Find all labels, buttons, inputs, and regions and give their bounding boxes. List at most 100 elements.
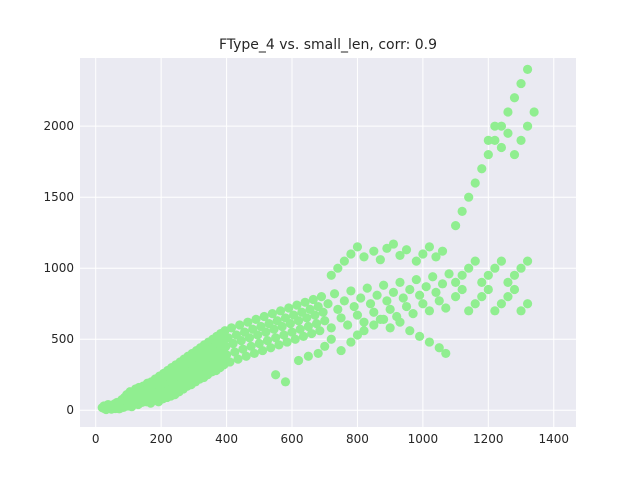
x-tick-label: 1400 [538,432,569,446]
data-point [310,310,320,320]
data-point [415,331,425,341]
data-point [411,274,421,285]
data-point [418,249,428,259]
data-point [359,317,369,327]
data-point [375,255,385,265]
data-point [509,270,520,280]
data-point [503,277,513,288]
data-point [424,337,435,347]
data-point [464,192,474,202]
x-tick-label: 0 [92,432,100,446]
data-point [496,121,507,131]
data-point [346,286,356,296]
data-point [441,348,451,359]
y-tick-label: 500 [51,332,74,346]
data-point [457,284,467,295]
data-point [318,307,328,317]
data-point [326,323,336,333]
data-point [329,289,340,299]
data-point [509,93,520,103]
data-point [388,287,399,297]
data-point [311,319,322,329]
data-point [352,242,363,252]
data-point [464,263,474,273]
data-point [522,121,533,131]
data-point [359,326,369,336]
data-point [333,263,343,273]
data-point [261,327,271,337]
data-point [431,252,441,262]
data-point [249,348,259,359]
x-axis-ticks: 0 200 400 600 800 1000 1200 1400 [92,432,569,446]
data-point [307,328,317,339]
data-point [490,263,500,273]
data-point [395,317,405,327]
data-point [238,344,248,354]
data-point [382,296,392,306]
data-point [326,270,336,280]
data-point [503,107,513,117]
data-point [275,306,286,316]
data-point [411,256,421,266]
data-point [356,293,366,303]
data-point [313,348,323,359]
data-point [246,341,256,351]
data-point [315,326,325,336]
data-point [359,252,369,262]
data-point [522,64,533,74]
data-point [385,323,395,333]
data-point [372,290,382,300]
data-point [221,341,231,351]
data-point [441,303,451,313]
data-point [496,256,507,266]
data-point [424,306,435,316]
data-point [343,320,353,330]
plot-area [80,58,576,427]
data-point [503,292,513,302]
data-point [434,296,444,306]
data-point [269,324,279,334]
data-point [369,307,379,317]
data-point [292,300,302,310]
data-point [316,292,327,302]
data-point [503,128,513,138]
data-point [346,249,356,259]
data-point [483,149,493,160]
data-point [477,277,487,288]
data-point [434,343,444,353]
data-point [483,270,493,280]
data-point [279,330,289,340]
x-tick-label: 200 [150,432,173,446]
data-point [457,270,467,280]
chart-title: FType_4 vs. small_len, corr: 0.9 [219,37,437,53]
y-tick-label: 0 [66,403,74,417]
data-point [320,316,330,326]
data-point [228,338,238,349]
data-point [516,263,526,273]
data-point [346,337,356,347]
x-tick-label: 400 [215,432,238,446]
data-point [398,293,408,303]
data-point [477,164,487,174]
data-point [421,282,431,292]
x-tick-label: 1200 [473,432,504,446]
data-point [303,351,313,361]
data-point [369,246,379,256]
data-point [379,314,389,324]
data-point [483,135,493,145]
data-point [437,246,448,256]
data-point [244,333,255,343]
y-tick-label: 2000 [43,119,74,133]
data-point [251,314,261,324]
data-point [277,321,287,332]
data-point [496,299,507,309]
data-point [516,306,526,316]
x-tick-label: 600 [281,432,304,446]
data-point [285,319,295,329]
data-point [405,284,415,295]
data-point [287,327,297,337]
data-point [408,309,418,319]
data-point [253,330,263,340]
data-point [226,323,237,333]
